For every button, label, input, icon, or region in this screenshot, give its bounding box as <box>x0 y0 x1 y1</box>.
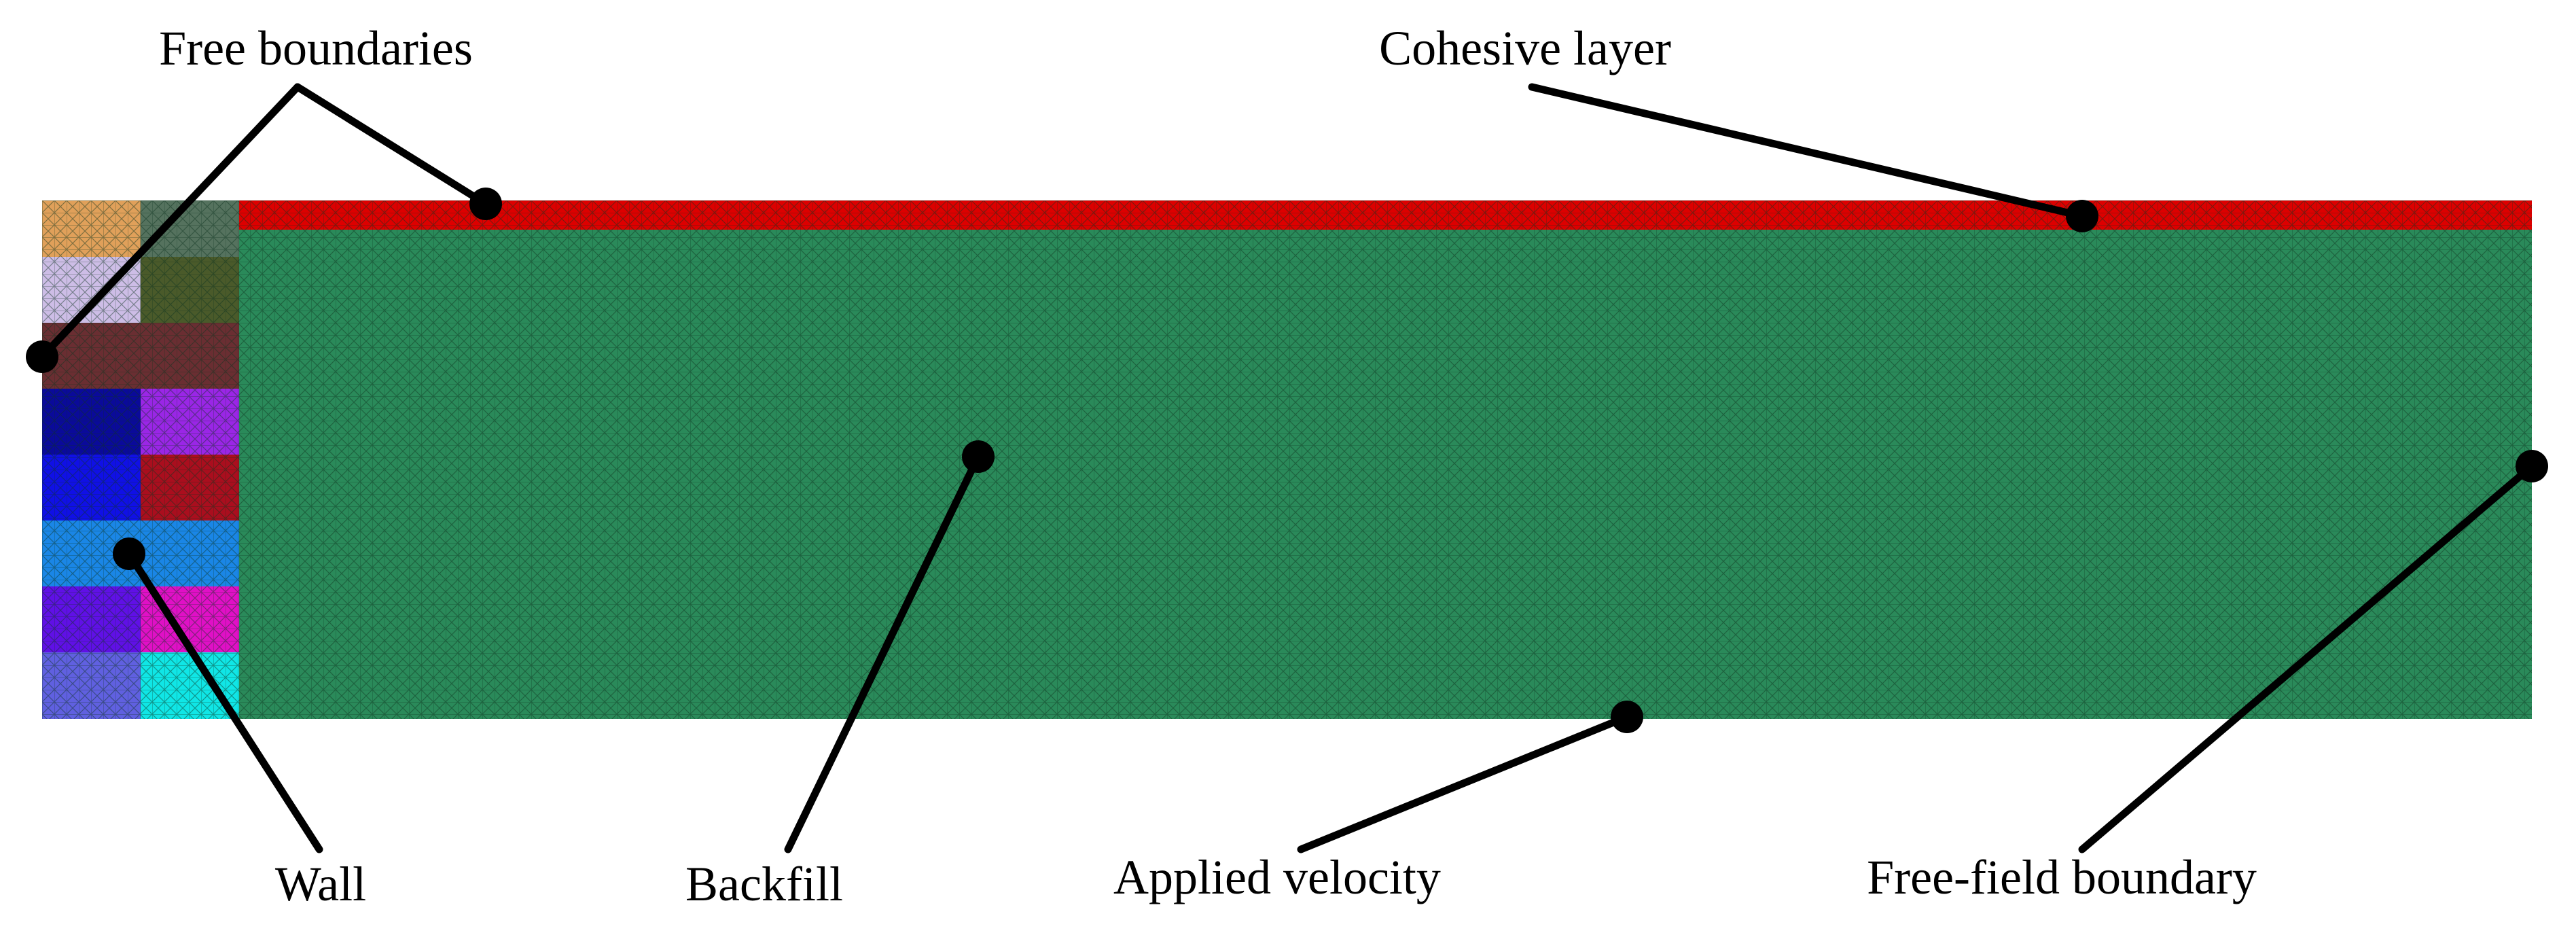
free-boundaries-dot-left <box>26 340 58 373</box>
cohesive-layer-dot <box>2066 200 2098 232</box>
wall-dot <box>113 537 145 570</box>
applied-velocity-dot <box>1611 701 1643 733</box>
free-boundaries-label: Free boundaries <box>159 21 473 75</box>
free-field-boundary-dot <box>2516 450 2548 482</box>
cohesive-layer-leader <box>1528 83 2086 220</box>
free-field-boundary-label: Free-field boundary <box>1867 850 2257 904</box>
wall-leader <box>125 550 323 853</box>
free-field-boundary-leader <box>2078 462 2536 853</box>
cohesive-layer-mesh <box>239 200 2532 230</box>
cohesive-layer-label: Cohesive layer <box>1379 21 1671 75</box>
wall-label: Wall <box>275 857 366 911</box>
applied-velocity-leader <box>1297 713 1631 853</box>
backfill-dot <box>962 440 995 473</box>
free-boundaries-leader-top <box>293 83 490 208</box>
backfill-label: Backfill <box>685 857 843 911</box>
backfill-mesh <box>239 230 2532 719</box>
applied-velocity-label: Applied velocity <box>1113 850 1441 904</box>
free-boundaries-leader-left <box>38 83 302 361</box>
free-boundaries-dot-top <box>469 188 502 220</box>
backfill-leader <box>784 453 982 853</box>
wall-mesh <box>42 200 239 719</box>
